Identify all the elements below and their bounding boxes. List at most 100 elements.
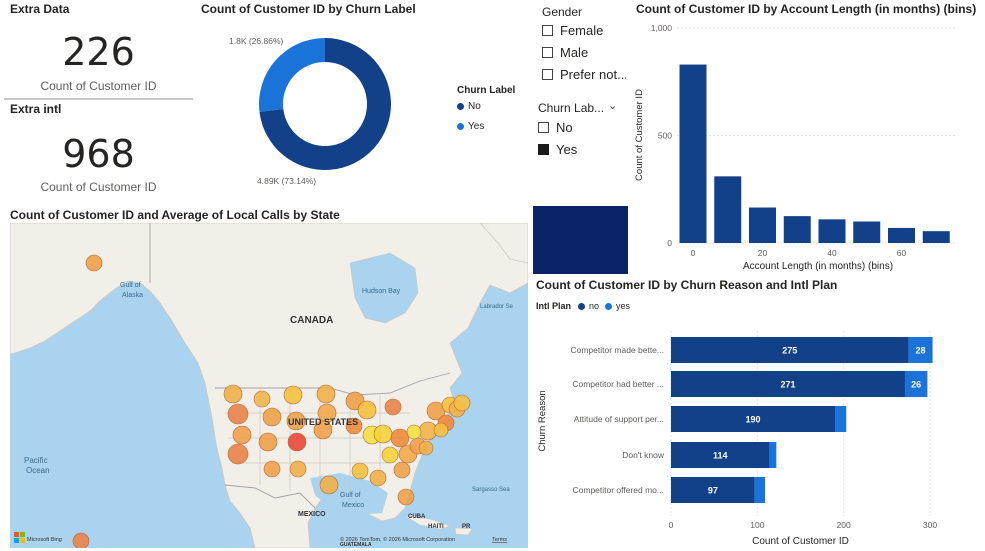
bar-segment-yes[interactable] [754, 477, 766, 503]
bar-segment-yes[interactable] [835, 406, 847, 432]
donut-chart: 4.89K (73.14%) 1.8K (26.86%) [229, 36, 392, 186]
bar-segment-no[interactable] [671, 337, 909, 363]
kpi-card-extra-data[interactable]: Extra Data 226 Count of Customer ID [4, 0, 193, 98]
slicer-option-no[interactable]: No [538, 120, 573, 135]
state-bubble[interactable] [283, 385, 303, 405]
state-bubble[interactable] [258, 432, 278, 452]
state-bubble[interactable] [316, 384, 336, 404]
state-bubble[interactable] [262, 407, 282, 427]
state-bubble[interactable] [369, 469, 387, 487]
state-bubble[interactable] [253, 390, 271, 408]
map-label-pacific-2: Ocean [26, 466, 50, 475]
state-bubble[interactable] [289, 460, 307, 478]
state-bubble[interactable] [232, 425, 252, 445]
donut-slice-no[interactable] [259, 38, 392, 170]
donut-label-yes: 1.8K (26.86%) [229, 36, 284, 46]
state-bubble[interactable] [357, 400, 377, 420]
legend-label-yes[interactable]: yes [616, 301, 631, 311]
slicer-option-prefer-not[interactable]: Prefer not... [542, 67, 626, 82]
state-bubble[interactable] [319, 475, 339, 495]
x-tick-label: 100 [750, 520, 764, 530]
kpi-label: Count of Customer ID [40, 79, 157, 93]
state-bubble[interactable] [287, 432, 307, 452]
option-label: Female [560, 23, 604, 38]
land-north-america [10, 223, 528, 548]
map-label-gulf-mexico-2: Mexico [342, 502, 364, 509]
state-bubble[interactable] [393, 461, 411, 479]
map-bubbles [72, 254, 471, 548]
option-label: Yes [556, 142, 578, 157]
bar-bin-10[interactable] [714, 176, 742, 243]
state-bubble[interactable] [373, 424, 393, 444]
state-bubble[interactable] [223, 384, 243, 404]
bar-bin-0[interactable] [679, 64, 707, 243]
state-bubble[interactable] [227, 443, 249, 465]
bar-segment-yes[interactable] [908, 337, 933, 363]
x-tick-label: 200 [837, 520, 851, 530]
churn-reason-chart-tile[interactable]: Count of Customer ID by Churn Reason and… [530, 276, 985, 551]
bar-segment-no[interactable] [671, 477, 755, 503]
map-label-pr: PR [462, 524, 471, 530]
state-bubble[interactable] [286, 411, 306, 431]
bar-segment-no[interactable] [671, 371, 905, 397]
land-cuba [404, 515, 451, 530]
legend-dot [578, 302, 586, 310]
state-bubble[interactable] [72, 532, 90, 548]
category-label: Don't know [622, 450, 665, 460]
state-bubble[interactable] [384, 398, 402, 416]
churn-label-slicer[interactable]: Churn Lab... ⌄ No Yes [530, 95, 628, 205]
option-label: No [556, 120, 573, 135]
state-bubble[interactable] [345, 417, 363, 435]
slicer-option-male[interactable]: Male [542, 45, 588, 60]
kpi-card-extra-intl[interactable]: Extra intl 968 Count of Customer ID [4, 100, 193, 204]
bar-bin-50[interactable] [853, 221, 881, 244]
bar-segment-yes[interactable] [904, 371, 928, 397]
slicer-option-female[interactable]: Female [542, 23, 603, 38]
checkbox[interactable] [538, 144, 549, 155]
legend-label-no[interactable]: no [589, 301, 600, 311]
bar-bin-40[interactable] [818, 219, 846, 243]
checkbox[interactable] [542, 69, 553, 80]
state-bubble[interactable] [381, 446, 399, 464]
slicer-option-yes[interactable]: Yes [538, 142, 577, 157]
bar-bin-70[interactable] [922, 231, 950, 243]
chevron-down-icon[interactable]: ⌄ [608, 100, 618, 112]
gender-slicer[interactable]: Gender Female Male Prefer not... [534, 0, 626, 88]
state-bubble[interactable] [313, 420, 333, 440]
state-bubble[interactable] [433, 422, 449, 438]
bar-bin-30[interactable] [783, 216, 811, 243]
x-axis-title: Count of Customer ID [752, 536, 849, 547]
bar-bin-60[interactable] [888, 227, 915, 243]
category-label: Competitor made bette... [570, 345, 664, 355]
legend-dot [605, 302, 613, 310]
map-canvas[interactable]: CANADA UNITED STATES MEXICO Hudson Bay L… [10, 223, 528, 548]
kpi-title: Extra Data [10, 2, 70, 16]
map-label-haiti: HAITI [428, 524, 444, 530]
donut-chart-tile[interactable]: Count of Customer ID by Churn Label 4.89… [195, 0, 530, 204]
account-length-chart-tile[interactable]: Count of Customer ID by Account Length (… [630, 0, 985, 274]
state-bubble[interactable] [263, 460, 281, 478]
state-bubble[interactable] [406, 424, 422, 440]
bar-bin-20[interactable] [749, 207, 776, 243]
bar-segment-no[interactable] [671, 442, 770, 468]
state-bubble[interactable] [418, 440, 434, 456]
state-bubble[interactable] [397, 488, 415, 506]
legend-item-yes[interactable]: Yes [457, 121, 484, 132]
map-label-hudson: Hudson Bay [362, 288, 401, 295]
state-bubble[interactable] [390, 428, 410, 448]
category-label: Attitude of support per... [574, 414, 664, 424]
checkbox[interactable] [542, 47, 553, 58]
bar-segment-yes[interactable] [769, 442, 777, 468]
category-label: Competitor offered mo... [573, 485, 665, 495]
checkbox[interactable] [538, 122, 549, 133]
state-bubble[interactable] [351, 462, 369, 480]
state-bubble[interactable] [227, 403, 249, 425]
checkbox[interactable] [542, 25, 553, 36]
donut-slice-yes[interactable] [259, 38, 325, 112]
bar-segment-no[interactable] [671, 406, 836, 432]
state-bubble[interactable] [85, 254, 103, 272]
state-bubble[interactable] [453, 394, 471, 412]
border-us-mexico [224, 484, 316, 509]
legend-item-no[interactable]: No [457, 101, 481, 112]
slicer-title: Churn Lab... [538, 101, 605, 115]
